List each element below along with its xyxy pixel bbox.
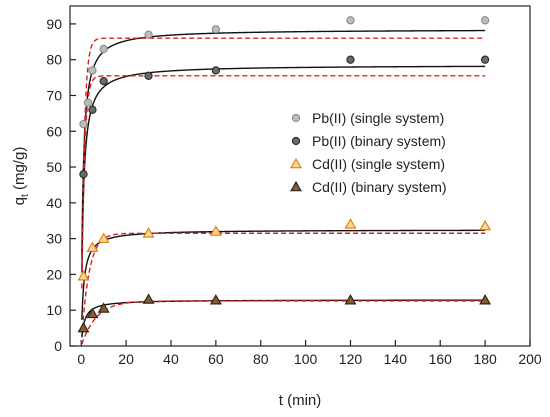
x-tick-label: 0: [77, 351, 85, 367]
data-point: [99, 44, 108, 54]
data-point: [88, 105, 97, 114]
x-tick-label: 100: [294, 351, 318, 367]
x-tick-label: 200: [518, 351, 542, 367]
x-axis-title: t (min): [279, 392, 322, 409]
data-point: [479, 219, 492, 231]
x-tick-label: 140: [384, 351, 408, 367]
data-point: [77, 270, 90, 281]
legend-label: Pb(II) (single system): [312, 110, 444, 126]
data-point: [144, 30, 153, 39]
y-tick-label: 40: [46, 195, 62, 211]
y-tick-label: 90: [46, 16, 62, 32]
y-tick-label: 60: [46, 123, 62, 139]
data-point: [344, 294, 357, 305]
legend-marker: [291, 113, 301, 123]
x-tick-label: 160: [429, 351, 453, 367]
data-point: [344, 218, 357, 229]
legend-label: Cd(II) (single system): [312, 156, 445, 172]
y-tick-label: 20: [46, 266, 62, 282]
data-point: [97, 302, 110, 313]
data-point: [209, 294, 222, 305]
data-point: [479, 294, 492, 305]
data-point: [144, 71, 153, 80]
x-tick-label: 120: [339, 351, 363, 367]
fit-curve-dashed: [81, 232, 486, 337]
legend-label: Cd(II) (binary system): [312, 179, 447, 195]
data-point: [79, 170, 88, 179]
data-point: [99, 77, 108, 86]
x-axis: 0 20 40 60 80 100 120 140 160 180 200: [77, 340, 542, 367]
data-point: [211, 66, 221, 75]
y-axis: 0 10 20 30 40 50 60 70 80 90: [46, 16, 76, 354]
data-point: [86, 241, 99, 252]
data-point: [79, 119, 88, 129]
y-tick-label: 0: [54, 338, 62, 354]
data-point: [97, 232, 110, 243]
legend-label: Pb(II) (binary system): [312, 133, 446, 149]
y-tick-label: 50: [46, 159, 62, 175]
x-tick-label: 40: [163, 351, 179, 367]
data-point: [142, 227, 155, 238]
x-tick-label: 180: [473, 351, 497, 367]
data-point: [346, 55, 355, 64]
data-point: [77, 321, 90, 333]
data-point: [480, 55, 490, 64]
plot-frame: [69, 5, 531, 347]
fit-curve-solid: [81, 65, 486, 273]
y-tick-label: 30: [46, 231, 62, 247]
data-point: [86, 307, 99, 319]
legend-marker: [290, 180, 302, 192]
data-point: [209, 225, 222, 236]
legend-marker: [290, 157, 302, 169]
fit-curve-solid: [81, 299, 486, 338]
y-tick-label: 80: [46, 52, 62, 68]
data-point: [88, 66, 97, 75]
y-axis-title-subscript: t: [20, 194, 31, 197]
data-point: [142, 293, 155, 304]
data-point: [83, 98, 93, 107]
fit-curve-dashed: [81, 300, 486, 345]
fit-curve-dashed: [81, 75, 486, 289]
y-tick-label: 10: [46, 302, 62, 318]
data-point: [211, 25, 221, 34]
y-tick-label: 70: [46, 87, 62, 103]
data-point: [346, 16, 355, 25]
x-tick-label: 80: [253, 351, 269, 367]
y-axis-title-unit: (mg/g): [11, 147, 28, 195]
data-points: [77, 16, 492, 333]
fit-curve-dashed: [81, 37, 486, 281]
x-tick-label: 60: [208, 351, 224, 367]
legend-marker: [291, 136, 301, 146]
legend: Pb(II) (single system) Pb(II) (binary sys…: [290, 110, 447, 195]
x-tick-label: 20: [118, 351, 134, 367]
fit-curve-solid: [81, 229, 486, 320]
data-point: [480, 16, 490, 25]
y-axis-title: qt (mg/g): [11, 147, 31, 206]
